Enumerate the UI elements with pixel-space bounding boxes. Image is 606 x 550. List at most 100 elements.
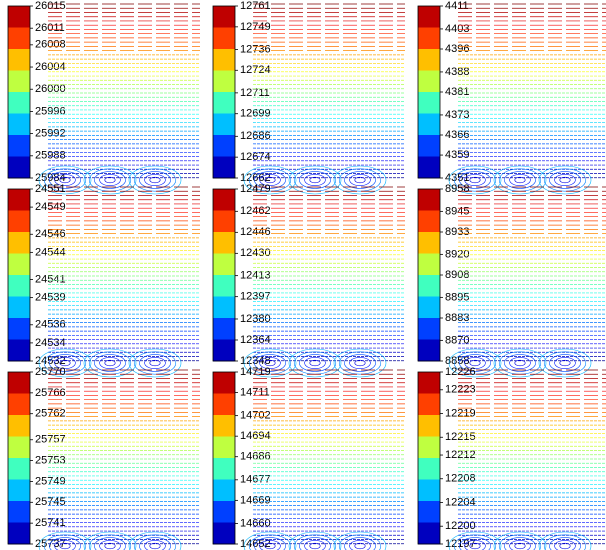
colorbar-frame [417, 371, 441, 545]
colorbar-label: 12686 [240, 130, 271, 142]
panel: 1276112749127361272412711126991268612674… [212, 0, 405, 195]
colorbar-band [418, 415, 440, 437]
colorbar-label: 8895 [445, 291, 469, 303]
colorbar-band [418, 6, 440, 28]
colorbar-label: 8933 [445, 226, 469, 238]
contour-loop [293, 168, 337, 192]
colorbar-band [8, 232, 30, 254]
colorbar-label: 25757 [35, 434, 66, 446]
contour-loop [549, 171, 581, 189]
colorbar-label: 24541 [35, 273, 66, 285]
contour-loop [514, 542, 526, 550]
colorbar-label: 12200 [445, 520, 476, 532]
colorbar-band [418, 113, 440, 136]
colorbar-frame [7, 188, 31, 362]
colorbar-band [213, 156, 235, 179]
colorbar-band [8, 189, 30, 211]
colorbar-label: 25988 [35, 150, 66, 162]
colorbar-band [213, 436, 235, 459]
colorbar-label: 4373 [445, 109, 469, 121]
colorbar-frame [212, 188, 236, 362]
contour-loop [498, 534, 542, 550]
colorbar-label: 8920 [445, 248, 469, 260]
colorbar-band [8, 339, 30, 362]
contour-loop [469, 542, 481, 550]
colorbar-band [8, 27, 30, 50]
colorbar-label: 12219 [445, 407, 476, 419]
colorbar-frame [212, 371, 236, 545]
contour-loop [354, 359, 366, 367]
contour-loop [309, 176, 321, 184]
contour-loop [554, 357, 576, 369]
colorbar-band [8, 415, 30, 437]
contour-loop [338, 534, 382, 550]
colorbar-band [213, 393, 235, 416]
colorbar-label: 14694 [240, 430, 271, 442]
contour-loop [309, 542, 321, 550]
contour-loop [83, 165, 137, 195]
colorbar-label: 12380 [240, 313, 271, 325]
colorbar-label: 12462 [240, 205, 271, 217]
contour-loop [254, 354, 286, 372]
colorbar-label: 12413 [240, 270, 271, 282]
contour-loop [94, 354, 126, 372]
contour-loop [254, 537, 286, 550]
colorbar-band [418, 275, 440, 297]
colorbar-label: 12761 [240, 0, 271, 12]
contour-loop [559, 176, 571, 184]
contour-loop [104, 359, 116, 367]
colorbar-label: 12397 [240, 291, 271, 303]
contour-loop [304, 540, 326, 550]
colorbar-band [213, 49, 235, 71]
contour-loop [543, 534, 587, 550]
colorbar-band [213, 296, 235, 319]
contour-loop [43, 534, 87, 550]
colorbar-band [213, 318, 235, 340]
contour-loop [94, 171, 126, 189]
contour-loop [54, 540, 76, 550]
contour-loop [453, 168, 497, 192]
colorbar-band [418, 135, 440, 157]
contour-loop [554, 174, 576, 186]
contour-loop [504, 537, 536, 550]
contour-loop [243, 165, 297, 195]
colorbar-label: 12724 [240, 64, 271, 76]
colorbar-band [418, 296, 440, 319]
colorbar-label: 12736 [240, 43, 271, 55]
colorbar-band [418, 49, 440, 71]
colorbar-band [8, 253, 30, 276]
colorbar-band [8, 92, 30, 114]
colorbar-band [213, 522, 235, 545]
colorbar-label: 8858 [445, 355, 469, 367]
contour-loop [299, 537, 331, 550]
contour-loop [83, 348, 137, 378]
colorbar-band [8, 318, 30, 340]
colorbar-band [213, 501, 235, 523]
colorbar-band [213, 479, 235, 502]
contour-loop [448, 165, 502, 195]
contour-loop [144, 540, 166, 550]
contour-loop [509, 357, 531, 369]
contour-loop [304, 174, 326, 186]
contour-loop [354, 542, 366, 550]
colorbar-band [213, 70, 235, 93]
contour-loop [493, 348, 547, 378]
colorbar-label: 8883 [445, 312, 469, 324]
colorbar-band [213, 275, 235, 297]
contour-loop [464, 357, 486, 369]
panel: 1222612223122191221512212122081220412200… [417, 366, 606, 550]
colorbar-label: 25741 [35, 517, 66, 529]
panel: 25770 25766 25762 25757 25753 25749 25745 25741… [7, 366, 200, 550]
contour-loop [149, 359, 161, 367]
contour-loop [144, 174, 166, 186]
colorbar-label: 12204 [445, 496, 476, 508]
colorbar-band [8, 6, 30, 28]
colorbar-band [213, 339, 235, 362]
colorbar-band [418, 232, 440, 254]
colorbar-band [213, 6, 235, 28]
contour-loop [448, 531, 502, 550]
colorbar-band [418, 70, 440, 93]
contour-loop [104, 542, 116, 550]
contour-loop [54, 357, 76, 369]
colorbar-label: 24546 [35, 228, 66, 240]
